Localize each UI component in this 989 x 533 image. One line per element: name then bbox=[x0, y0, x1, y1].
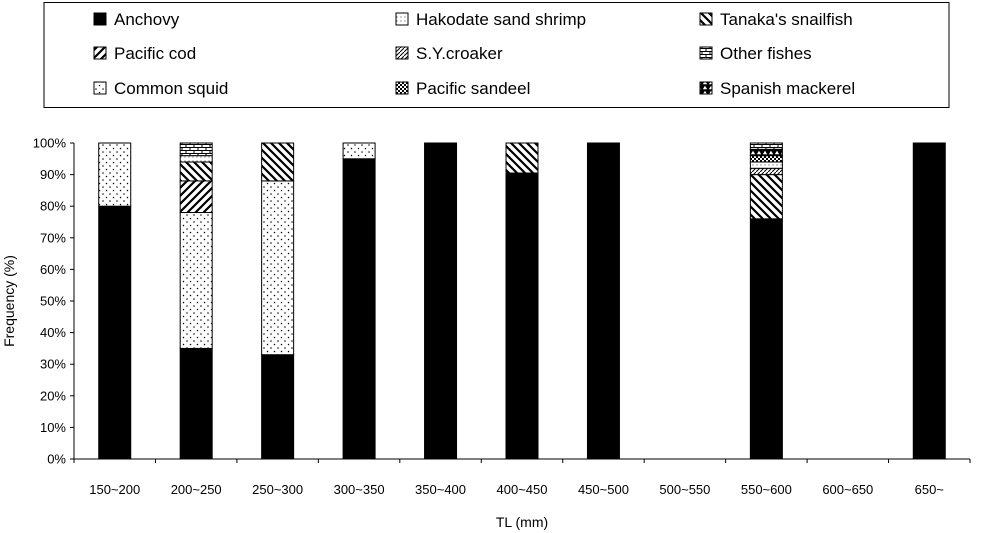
x-tick-label: 200~250 bbox=[171, 482, 222, 497]
y-tick-label: 0% bbox=[47, 452, 66, 467]
legend-label-common-squid: Common squid bbox=[114, 79, 228, 98]
y-tick-labels: 0% 10% 20% 30% 40% 50% 60% 70% 80% 90% 100% bbox=[33, 136, 67, 467]
legend-swatch-tanaka-s-snailfish bbox=[699, 12, 713, 26]
legend-swatch-pacific-cod bbox=[93, 46, 107, 60]
bar-other-fishes-200-250 bbox=[179, 142, 213, 157]
bar-anchovy-350-400 bbox=[424, 142, 458, 460]
legend: Anchovy Hakodate sand shrimp Tanaka's snai… bbox=[93, 10, 855, 98]
legend-label-tanaka-s-snailfish: Tanaka's snailfish bbox=[720, 10, 853, 29]
x-tick-label: 400~450 bbox=[497, 482, 548, 497]
y-axis-label: Frequency (%) bbox=[1, 255, 17, 347]
bar-anchovy-300-350 bbox=[342, 158, 376, 460]
bar-anchovy-400-450 bbox=[505, 172, 539, 460]
legend-swatch-common-squid bbox=[93, 81, 107, 95]
legend-label-hakodate-sand-shrimp: Hakodate sand shrimp bbox=[416, 10, 586, 29]
y-tick-label: 50% bbox=[40, 294, 66, 309]
legend-swatch-s-y-croaker bbox=[395, 46, 409, 60]
legend-label-s-y-croaker: S.Y.croaker bbox=[416, 44, 503, 63]
x-tick-labels: 150~200 200~250 250~300 300~350 350~400 400~4… bbox=[89, 482, 944, 497]
x-tick-label: 550~600 bbox=[741, 482, 792, 497]
x-axis-label: TL (mm) bbox=[496, 514, 548, 530]
bar-anchovy-550-600 bbox=[749, 218, 783, 460]
y-tick-label: 100% bbox=[33, 136, 67, 151]
bar-spanish-mackerel-550-600 bbox=[749, 148, 783, 157]
y-tick-label: 90% bbox=[40, 167, 66, 182]
legend-label-other-fishes: Other fishes bbox=[720, 44, 812, 63]
legend-swatch-pacific-sandeel bbox=[395, 81, 409, 95]
bar-anchovy-150-200 bbox=[98, 205, 132, 460]
bar-tanaka-s-snailfish-400-450 bbox=[505, 142, 539, 174]
bar-hakodate-sand-shrimp-200-250 bbox=[179, 155, 213, 163]
x-tick-label: 450~500 bbox=[578, 482, 629, 497]
legend-swatch-other-fishes bbox=[699, 46, 713, 60]
bar-tanaka-s-snailfish-250-300 bbox=[261, 142, 295, 182]
x-tick-label: 150~200 bbox=[89, 482, 140, 497]
bar-anchovy-250-300 bbox=[261, 354, 295, 460]
y-tick-label: 70% bbox=[40, 230, 66, 245]
bar-anchovy-650 bbox=[912, 142, 946, 460]
y-tick-label: 60% bbox=[40, 262, 66, 277]
y-tick-label: 30% bbox=[40, 357, 66, 372]
bar-common-squid-250-300 bbox=[261, 180, 295, 356]
y-tick-label: 40% bbox=[40, 325, 66, 340]
bar-s-y-croaker-550-600 bbox=[749, 167, 783, 176]
x-tick-label: 650~ bbox=[915, 482, 945, 497]
legend-label-anchovy: Anchovy bbox=[114, 10, 180, 29]
legend-box bbox=[43, 2, 950, 108]
bar-tanaka-s-snailfish-200-250 bbox=[179, 161, 213, 182]
legend-swatch-spanish-mackerel bbox=[699, 81, 713, 95]
bar-common-squid-150-200 bbox=[98, 142, 132, 207]
x-tick-label: 500~550 bbox=[659, 482, 710, 497]
axes bbox=[70, 142, 971, 463]
bar-pacific-cod-200-250 bbox=[179, 180, 213, 214]
legend-swatch-anchovy bbox=[93, 12, 107, 26]
bar-common-squid-300-350 bbox=[342, 142, 376, 160]
y-tick-label: 80% bbox=[40, 199, 66, 214]
legend-label-pacific-cod: Pacific cod bbox=[114, 44, 196, 63]
x-tick-label: 600~650 bbox=[822, 482, 873, 497]
bar-pacific-sandeel-550-600 bbox=[749, 155, 783, 163]
bar-tanaka-s-snailfish-550-600 bbox=[749, 174, 783, 220]
legend-label-pacific-sandeel: Pacific sandeel bbox=[416, 79, 530, 98]
bar-other-fishes-550-600 bbox=[749, 142, 783, 150]
bar-common-squid-200-250 bbox=[179, 212, 213, 349]
bar-hakodate-sand-shrimp-550-600 bbox=[749, 161, 783, 169]
bar-anchovy-200-250 bbox=[179, 347, 213, 460]
x-tick-label: 300~350 bbox=[334, 482, 385, 497]
legend-swatch-hakodate-sand-shrimp bbox=[395, 12, 409, 26]
x-tick-label: 350~400 bbox=[415, 482, 466, 497]
bars bbox=[98, 142, 946, 460]
legend-label-spanish-mackerel: Spanish mackerel bbox=[720, 79, 855, 98]
x-tick-label: 250~300 bbox=[252, 482, 303, 497]
y-tick-label: 10% bbox=[40, 420, 66, 435]
y-tick-label: 20% bbox=[40, 388, 66, 403]
bar-anchovy-450-500 bbox=[586, 142, 620, 460]
